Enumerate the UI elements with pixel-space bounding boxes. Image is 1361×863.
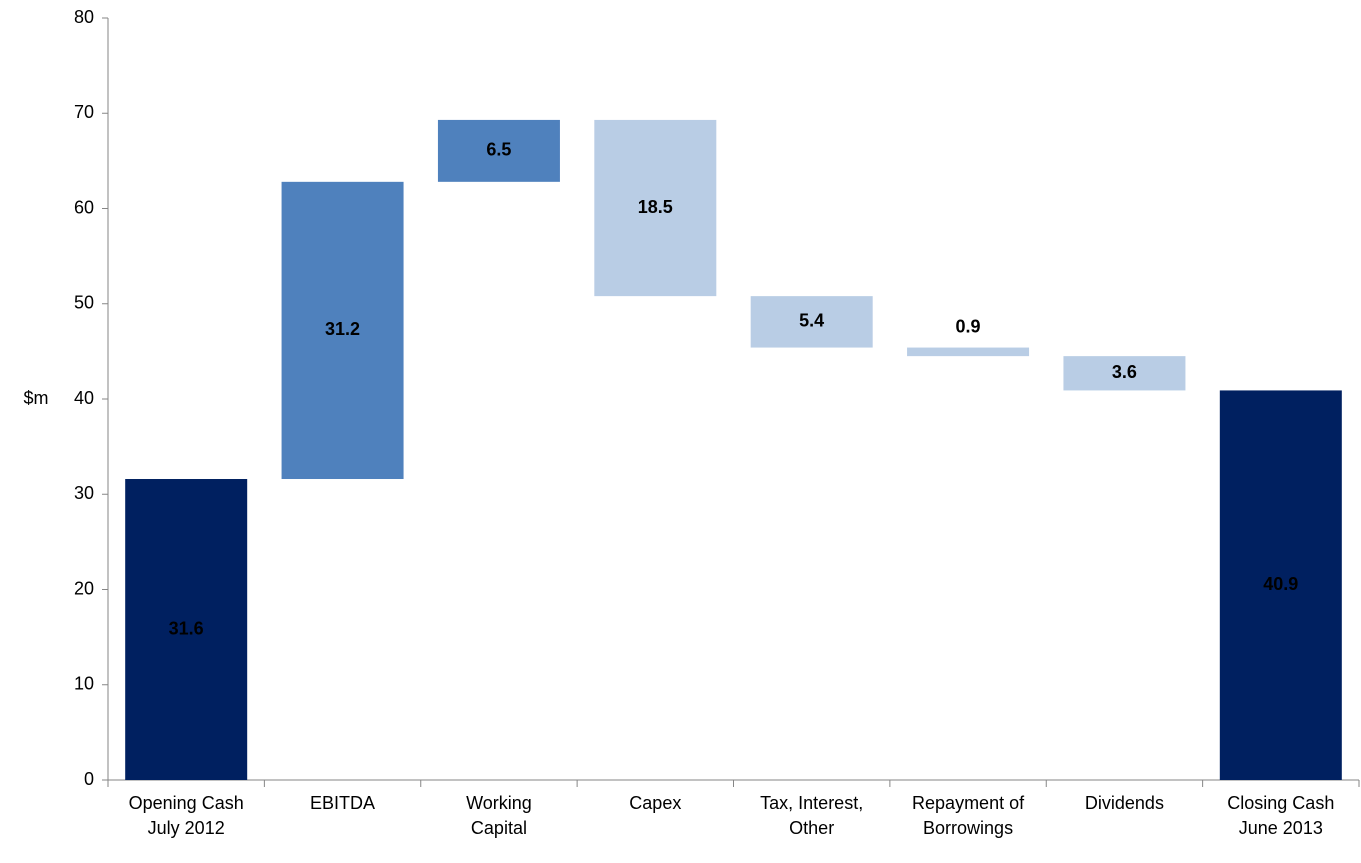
x-tick-label: Opening Cash July 2012 — [129, 793, 244, 838]
y-tick-label: 50 — [74, 293, 94, 313]
x-tick-label-line: Capital — [471, 818, 527, 838]
bar — [437, 119, 560, 182]
x-tick-label-line: Working — [466, 793, 532, 813]
bar — [281, 181, 404, 480]
x-tick-label: Dividends — [1085, 793, 1164, 813]
y-tick-label: 70 — [74, 102, 94, 122]
x-tick-label-line: Other — [789, 818, 834, 838]
x-tick-label: Working Capital — [466, 793, 532, 838]
y-tick-label: 60 — [74, 197, 94, 217]
x-tick-label: Capex — [629, 793, 681, 813]
value-label: 5.4 — [799, 311, 824, 331]
x-tick-label-line: Capex — [629, 793, 681, 813]
x-tick-label-line: Opening Cash — [129, 793, 244, 813]
x-tick-label: Closing Cash June 2013 — [1227, 793, 1334, 838]
x-tick-label: EBITDA — [310, 793, 375, 813]
bar — [125, 479, 248, 780]
bar — [750, 296, 873, 348]
value-label: 18.5 — [638, 197, 673, 217]
y-tick-label: 30 — [74, 483, 94, 503]
x-tick-label-line: Closing Cash — [1227, 793, 1334, 813]
y-tick-label: 20 — [74, 578, 94, 598]
bar — [1063, 356, 1186, 391]
y-tick-label: 10 — [74, 674, 94, 694]
x-tick-label-line: EBITDA — [310, 793, 375, 813]
x-tick-label-line: Tax, Interest, — [760, 793, 863, 813]
x-tick-label: Tax, Interest, Other — [760, 793, 863, 838]
y-tick-label: 80 — [74, 7, 94, 27]
bar — [907, 347, 1030, 357]
value-label: 40.9 — [1263, 574, 1298, 594]
y-axis-label: $m — [23, 388, 48, 408]
y-tick-label: 40 — [74, 388, 94, 408]
value-label: 31.6 — [169, 618, 204, 638]
value-label: 0.9 — [956, 316, 981, 336]
y-tick-label: 0 — [84, 769, 94, 789]
value-label: 3.6 — [1112, 362, 1137, 382]
x-tick-label: Repayment of Borrowings — [912, 793, 1025, 838]
x-tick-label-line: Borrowings — [923, 818, 1013, 838]
x-tick-label-line: Repayment of — [912, 793, 1025, 813]
value-label: 31.2 — [325, 319, 360, 339]
x-tick-label-line: July 2012 — [148, 818, 225, 838]
bar — [594, 119, 717, 297]
x-tick-label-line: Dividends — [1085, 793, 1164, 813]
x-tick-label-line: June 2013 — [1239, 818, 1323, 838]
bar — [1219, 390, 1342, 780]
value-label: 6.5 — [486, 140, 511, 160]
